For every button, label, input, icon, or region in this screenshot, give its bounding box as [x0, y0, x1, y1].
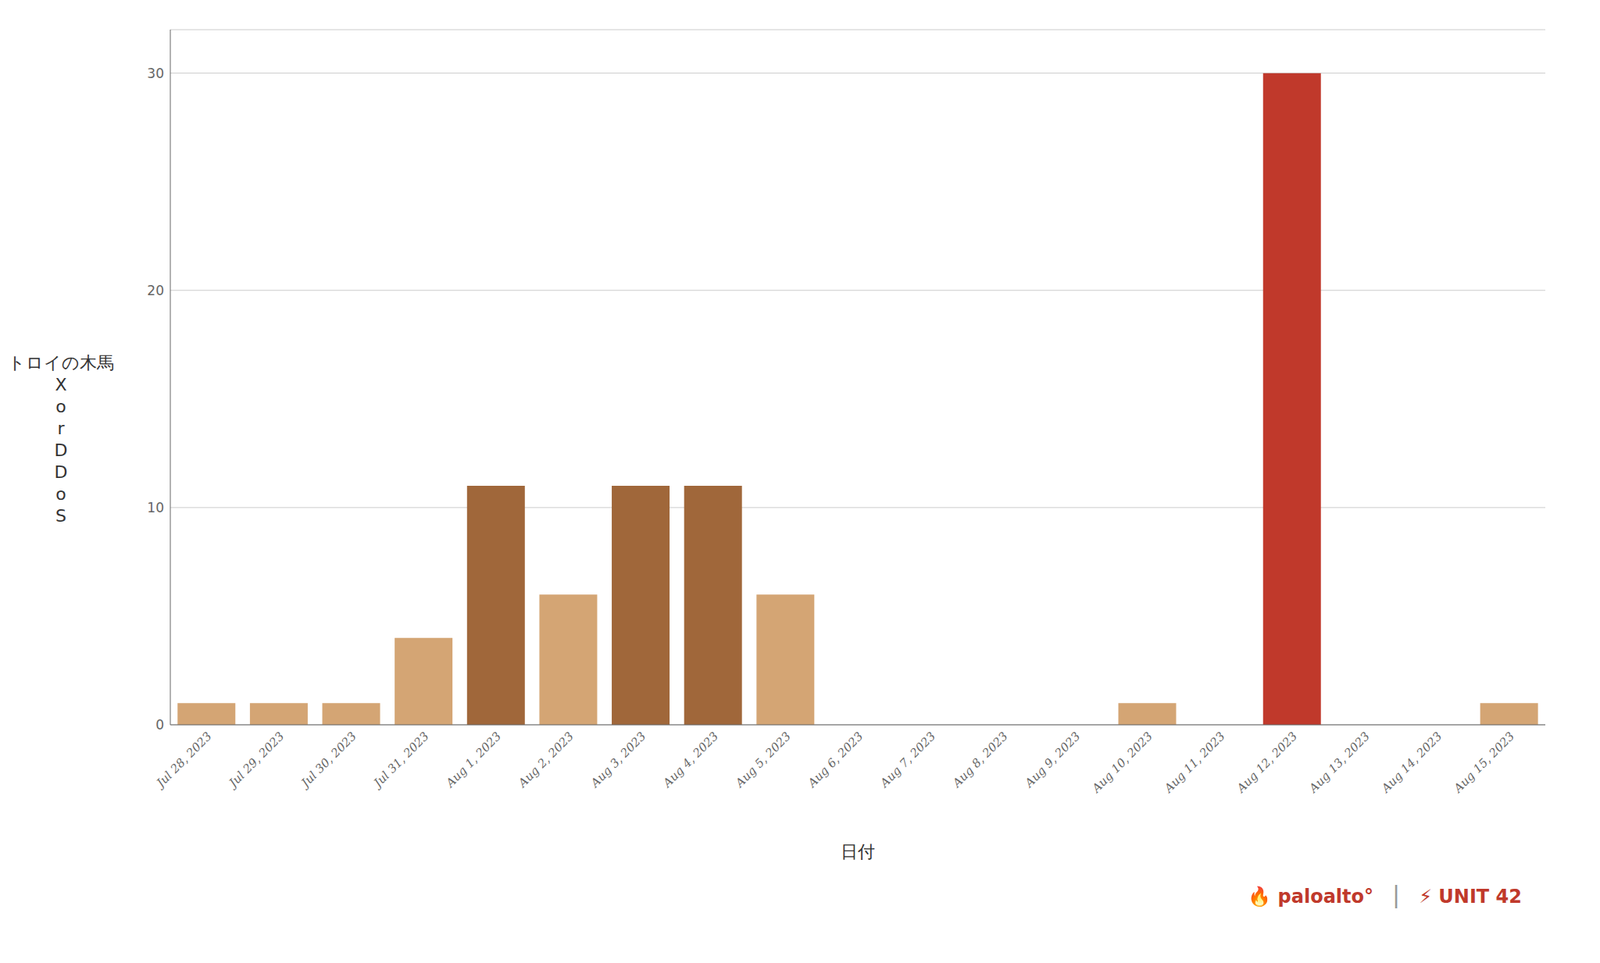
- html-text:🔥 paloalto°: 🔥 paloalto°: [1247, 885, 1374, 908]
- svg-text:Aug 11, 2023: Aug 11, 2023: [1160, 729, 1228, 797]
- svg-text:Aug 12, 2023: Aug 12, 2023: [1232, 729, 1300, 797]
- svg-text:Aug 13, 2023: Aug 13, 2023: [1305, 729, 1373, 797]
- svg-text:Aug 9, 2023: Aug 9, 2023: [1021, 729, 1083, 792]
- html-text:X: X: [55, 375, 67, 395]
- svg-text:Aug 10, 2023: Aug 10, 2023: [1088, 729, 1156, 797]
- html-text:S: S: [55, 506, 67, 526]
- svg-text:10: 10: [146, 500, 165, 516]
- html-text:D: D: [54, 462, 68, 483]
- svg-text:Aug 7, 2023: Aug 7, 2023: [876, 729, 939, 792]
- svg-text:Aug 3, 2023: Aug 3, 2023: [586, 729, 649, 792]
- html-text:⚡ UNIT 42: ⚡ UNIT 42: [1418, 885, 1522, 908]
- svg-text:20: 20: [146, 282, 165, 299]
- svg-text:Aug 4, 2023: Aug 4, 2023: [659, 729, 722, 792]
- svg-text:0: 0: [155, 717, 165, 733]
- svg-text:Jul 30, 2023: Jul 30, 2023: [296, 729, 360, 793]
- svg-text:Aug 2, 2023: Aug 2, 2023: [514, 729, 577, 792]
- svg-text:Aug 1, 2023: Aug 1, 2023: [442, 729, 504, 792]
- html-text:o: o: [55, 396, 67, 417]
- svg-text:30: 30: [146, 65, 165, 82]
- svg-text:Jul 28, 2023: Jul 28, 2023: [152, 729, 215, 793]
- html-text:トロイの木馬: トロイの木馬: [7, 353, 115, 373]
- svg-text:Aug 15, 2023: Aug 15, 2023: [1450, 729, 1518, 797]
- svg-text:Aug 8, 2023: Aug 8, 2023: [948, 729, 1011, 792]
- svg-text:Jul 31, 2023: Jul 31, 2023: [369, 729, 433, 793]
- svg-text:Aug 5, 2023: Aug 5, 2023: [731, 729, 793, 792]
- svg-text:Aug 14, 2023: Aug 14, 2023: [1377, 729, 1445, 797]
- html-text:D: D: [54, 440, 68, 461]
- html-text:r: r: [57, 418, 65, 439]
- html-text:o: o: [55, 484, 67, 504]
- svg-text:日付: 日付: [840, 842, 875, 862]
- svg-text:Aug 6, 2023: Aug 6, 2023: [803, 729, 866, 792]
- svg-text:Jul 29, 2023: Jul 29, 2023: [224, 729, 287, 793]
